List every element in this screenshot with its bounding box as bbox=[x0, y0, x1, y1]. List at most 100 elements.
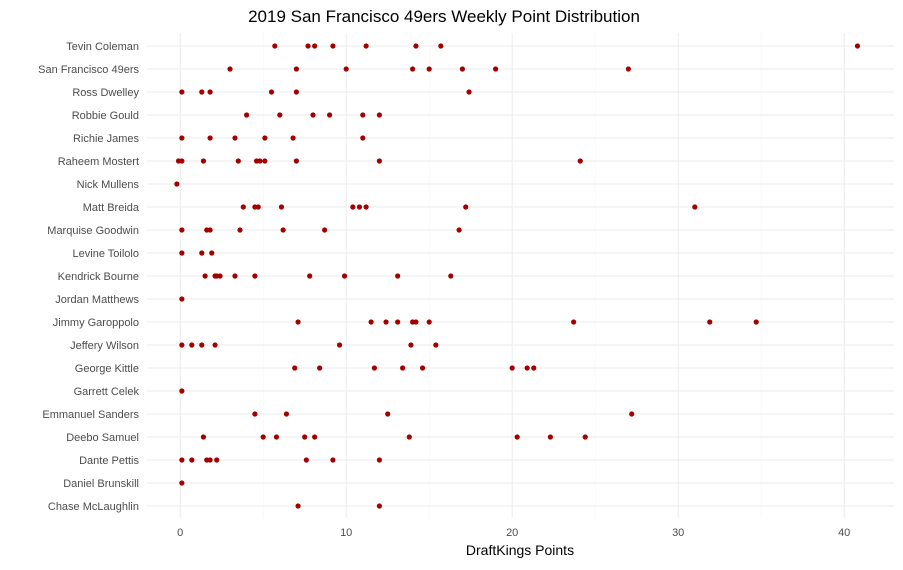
data-point bbox=[395, 319, 401, 325]
y-tick-label: San Francisco 49ers bbox=[38, 64, 139, 76]
y-tick-label: Jimmy Garoppolo bbox=[53, 317, 139, 329]
data-point bbox=[317, 365, 323, 371]
y-tick-label: Richie James bbox=[73, 133, 140, 145]
data-point bbox=[293, 158, 299, 164]
y-tick-label: Jordan Matthews bbox=[55, 294, 139, 306]
y-tick-label: Marquise Goodwin bbox=[47, 225, 139, 237]
data-point bbox=[514, 434, 520, 440]
data-point bbox=[174, 181, 180, 187]
y-tick-label: Garrett Celek bbox=[74, 386, 140, 398]
data-point bbox=[493, 66, 499, 72]
data-point bbox=[295, 319, 301, 325]
data-point bbox=[360, 135, 366, 141]
data-point bbox=[199, 342, 205, 348]
data-point bbox=[202, 273, 208, 279]
data-point bbox=[262, 135, 268, 141]
data-point bbox=[463, 204, 469, 210]
data-point bbox=[307, 273, 313, 279]
data-point bbox=[385, 411, 391, 417]
data-point bbox=[383, 319, 389, 325]
data-point bbox=[363, 204, 369, 210]
y-tick-label: Nick Mullens bbox=[77, 179, 140, 191]
data-point bbox=[293, 66, 299, 72]
data-point bbox=[350, 204, 356, 210]
data-point bbox=[217, 273, 223, 279]
data-point bbox=[426, 319, 432, 325]
data-point bbox=[312, 43, 318, 49]
data-point bbox=[292, 365, 298, 371]
data-point bbox=[459, 66, 465, 72]
data-point bbox=[303, 457, 309, 463]
data-point bbox=[207, 457, 213, 463]
chart-title: 2019 San Francisco 49ers Weekly Point Di… bbox=[248, 7, 640, 26]
data-point bbox=[214, 457, 220, 463]
data-point bbox=[406, 434, 412, 440]
data-point bbox=[179, 158, 185, 164]
y-tick-labels: Tevin Coleman San Francisco 49ers Ross Dwe… bbox=[38, 41, 140, 513]
data-point bbox=[547, 434, 553, 440]
data-point bbox=[400, 365, 406, 371]
data-point bbox=[268, 89, 275, 95]
data-point bbox=[200, 434, 207, 440]
data-point bbox=[410, 66, 416, 72]
data-point bbox=[252, 273, 258, 279]
data-point bbox=[395, 273, 401, 279]
data-point bbox=[189, 342, 195, 348]
data-point bbox=[413, 319, 419, 325]
data-point bbox=[854, 43, 861, 49]
data-point bbox=[330, 457, 336, 463]
data-point bbox=[341, 273, 348, 279]
data-point bbox=[189, 457, 195, 463]
data-point bbox=[376, 503, 382, 509]
data-point bbox=[207, 89, 213, 95]
data-point bbox=[466, 89, 472, 95]
data-point bbox=[179, 457, 185, 463]
data-point bbox=[278, 204, 285, 210]
data-point bbox=[260, 434, 266, 440]
data-points bbox=[174, 43, 861, 509]
data-point bbox=[237, 227, 243, 233]
data-point bbox=[625, 66, 632, 72]
data-point bbox=[327, 112, 333, 118]
data-point bbox=[262, 158, 268, 164]
y-tick-label: Ross Dwelley bbox=[72, 87, 139, 99]
data-point bbox=[199, 250, 205, 256]
data-point bbox=[356, 204, 363, 210]
y-tick-label: Chase McLaughlin bbox=[48, 501, 139, 513]
data-point bbox=[433, 342, 439, 348]
data-point bbox=[376, 158, 382, 164]
y-tick-label: Daniel Brunskill bbox=[63, 478, 139, 490]
data-point bbox=[277, 112, 283, 118]
data-point bbox=[419, 365, 426, 371]
y-tick-label: George Kittle bbox=[75, 363, 139, 375]
y-tick-label: Deebo Samuel bbox=[66, 432, 139, 444]
data-point bbox=[244, 112, 250, 118]
data-point bbox=[343, 66, 349, 72]
data-point bbox=[290, 135, 296, 141]
data-point bbox=[207, 135, 213, 141]
y-tick-label: Dante Pettis bbox=[79, 455, 139, 467]
data-point bbox=[280, 227, 286, 233]
data-point bbox=[179, 388, 185, 394]
data-point bbox=[753, 319, 759, 325]
data-point bbox=[232, 273, 238, 279]
y-tick-label: Raheem Mostert bbox=[58, 156, 139, 168]
data-point bbox=[577, 158, 583, 164]
y-tick-label: Kendrick Bourne bbox=[58, 271, 139, 283]
y-tick-label: Jeffery Wilson bbox=[70, 340, 139, 352]
data-point bbox=[179, 296, 185, 302]
data-point bbox=[199, 89, 205, 95]
data-point bbox=[179, 227, 185, 233]
data-point bbox=[707, 319, 713, 325]
data-point bbox=[207, 227, 213, 233]
data-point bbox=[363, 43, 369, 49]
data-point bbox=[200, 158, 207, 164]
x-tick-label: 0 bbox=[177, 527, 183, 539]
data-point bbox=[312, 434, 318, 440]
data-point bbox=[438, 43, 444, 49]
data-point bbox=[232, 135, 238, 141]
data-point bbox=[376, 457, 382, 463]
data-point bbox=[255, 204, 261, 210]
